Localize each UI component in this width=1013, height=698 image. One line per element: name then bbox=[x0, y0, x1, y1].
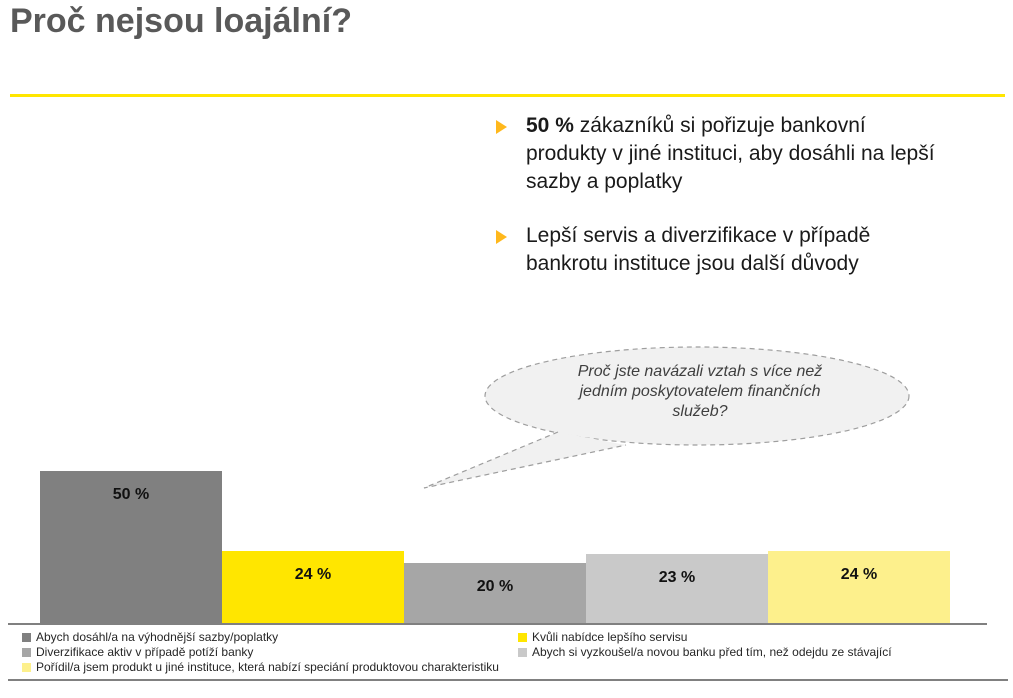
legend-item: Abych dosáhl/a na výhodnější sazby/popla… bbox=[22, 630, 510, 644]
chart-legend: Abych dosáhl/a na výhodnější sazby/popla… bbox=[8, 629, 1008, 681]
legend-swatch-icon bbox=[518, 647, 527, 657]
speech-bubble-line: služeb? bbox=[672, 403, 728, 420]
bar-segment: 23 % bbox=[586, 554, 768, 624]
bullet-item: Lepší servis a diverzifikace v případě b… bbox=[496, 222, 948, 278]
bar-segment: 24 % bbox=[222, 551, 404, 624]
bullet-rest-text: Lepší servis a diverzifikace v případě b… bbox=[526, 224, 871, 275]
legend-label: Abych dosáhl/a na výhodnější sazby/popla… bbox=[36, 630, 279, 644]
bar-segment: 24 % bbox=[768, 551, 950, 624]
legend-swatch-icon bbox=[22, 632, 31, 642]
legend-item: Diverzifikace aktiv v případě potíží ban… bbox=[22, 645, 510, 659]
legend-item: Pořídil/a jsem produkt u jiné instituce,… bbox=[22, 660, 510, 674]
bullet-arrow-icon bbox=[496, 230, 507, 244]
legend-swatch-icon bbox=[22, 647, 31, 657]
x-axis-line bbox=[8, 623, 987, 625]
bar-value-label: 50 % bbox=[112, 486, 150, 503]
bullet-item: 50 % zákazníků si pořizuje bankovní prod… bbox=[496, 112, 948, 196]
legend-label: Abych si vyzkoušel/a novou banku před tí… bbox=[532, 645, 892, 659]
speech-bubble-ellipse bbox=[484, 346, 910, 446]
speech-bubble-line: Proč jste navázali vztah s více než bbox=[577, 363, 823, 380]
bar-value-label: 24 % bbox=[294, 566, 332, 583]
speech-bubble-text: Proč jste navázali vztah s více než jedn… bbox=[540, 362, 860, 422]
page-title: Proč nejsou loajální? bbox=[10, 2, 352, 40]
bar-chart: 50 % 24 % 20 % 23 % 24 % bbox=[0, 400, 1013, 624]
bar-value-label: 20 % bbox=[476, 578, 514, 595]
title-divider-line bbox=[10, 94, 1005, 97]
legend-label: Kvůli nabídce lepšího servisu bbox=[532, 630, 688, 644]
legend-label: Pořídil/a jsem produkt u jiné instituce,… bbox=[36, 660, 499, 674]
bar-value-label: 24 % bbox=[840, 566, 878, 583]
legend-item: Kvůli nabídce lepšího servisu bbox=[518, 630, 1008, 644]
bullet-rest-text: zákazníků si pořizuje bankovní produkty … bbox=[526, 114, 935, 193]
bar-value-label: 23 % bbox=[658, 569, 696, 586]
legend-label: Diverzifikace aktiv v případě potíží ban… bbox=[36, 645, 254, 659]
bullet-bold-text: 50 % bbox=[526, 114, 574, 137]
speech-bubble bbox=[423, 346, 910, 489]
bullet-list: 50 % zákazníků si pořizuje bankovní prod… bbox=[496, 112, 948, 304]
bar-segment: 20 % bbox=[404, 563, 586, 624]
legend-swatch-icon bbox=[518, 632, 527, 642]
legend-swatch-icon bbox=[22, 662, 31, 672]
bullet-text: 50 % zákazníků si pořizuje bankovní prod… bbox=[526, 112, 948, 196]
speech-bubble-line: jedním poskytovatelem finančních bbox=[579, 383, 821, 400]
bullet-text: Lepší servis a diverzifikace v případě b… bbox=[526, 222, 948, 278]
bar-segment: 50 % bbox=[40, 471, 222, 624]
speech-bubble-tail bbox=[423, 431, 627, 489]
legend-item: Abych si vyzkoušel/a novou banku před tí… bbox=[518, 645, 1008, 659]
bullet-arrow-icon bbox=[496, 120, 507, 134]
